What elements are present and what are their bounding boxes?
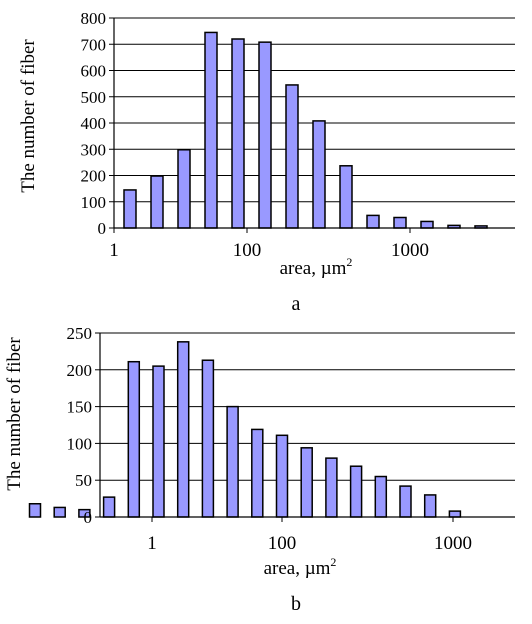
chart-b: 0 50 100 150 200 250 1 100 1000 The number of f… bbox=[4, 324, 515, 615]
chart-a-y-axis-title: The number of fiber bbox=[18, 39, 39, 193]
chart-a-x-axis-title: area, µm2 bbox=[280, 255, 353, 279]
chart-b-bar bbox=[201, 359, 215, 518]
chart-b-x-axis-title-superscript: 2 bbox=[330, 555, 336, 569]
chart-b-bar bbox=[275, 434, 289, 518]
chart-b-gridlines bbox=[100, 332, 515, 481]
chart-b-bar bbox=[226, 405, 239, 518]
chart-a-bars bbox=[123, 31, 488, 229]
chart-a-bar bbox=[123, 189, 137, 229]
chart-a-bar bbox=[420, 220, 434, 229]
chart-b-x-tick-labels: 1 100 1000 bbox=[147, 533, 472, 554]
chart-b-panel-label: b bbox=[291, 593, 301, 615]
chart-a-bar bbox=[258, 41, 272, 229]
chart-a-y-tick-label: 700 bbox=[81, 35, 107, 54]
chart-a-y-tick-labels: 0 100 200 300 400 500 600 700 800 bbox=[81, 9, 107, 238]
chart-a-x-tick-label: 1 bbox=[109, 240, 119, 261]
chart-b-x-tick-label: 1000 bbox=[434, 533, 472, 554]
chart-b-bar bbox=[374, 475, 388, 518]
chart-a-bar bbox=[339, 165, 353, 229]
chart-b-bar bbox=[448, 510, 462, 518]
chart-b-bar bbox=[152, 365, 165, 518]
chart-a-y-tick-label: 600 bbox=[81, 62, 107, 81]
chart-a: 0 100 200 300 400 500 600 700 800 1 100 1000 The n… bbox=[18, 9, 515, 315]
chart-b-bar bbox=[53, 506, 66, 518]
chart-a-x-axis-title-superscript: 2 bbox=[346, 255, 352, 269]
chart-a-bar bbox=[204, 31, 218, 229]
chart-b-x-tick-label: 100 bbox=[268, 533, 297, 554]
chart-b-y-tick-label: 200 bbox=[67, 361, 93, 380]
chart-b-y-tick-label: 100 bbox=[67, 434, 93, 453]
chart-b-x-axis-title: area, µm2 bbox=[264, 555, 337, 579]
chart-a-y-tick-label: 200 bbox=[81, 167, 107, 186]
chart-b-x-axis-title-text: area, µm bbox=[264, 558, 331, 579]
chart-a-y-tick-label: 800 bbox=[81, 9, 107, 28]
chart-a-bar bbox=[285, 84, 299, 229]
chart-a-x-tick-label: 100 bbox=[233, 240, 262, 261]
chart-a-x-tick-label: 1000 bbox=[391, 240, 429, 261]
chart-b-y-axis-title: The number of fiber bbox=[4, 337, 25, 491]
chart-a-y-tick-label: 100 bbox=[81, 193, 107, 212]
chart-b-bar bbox=[325, 457, 338, 518]
chart-a-y-tick-label: 300 bbox=[81, 140, 107, 159]
chart-a-y-tick-label: 500 bbox=[81, 88, 107, 107]
chart-a-bar bbox=[312, 120, 326, 229]
chart-b-bar bbox=[251, 428, 264, 518]
chart-a-y-tick-label: 400 bbox=[81, 114, 107, 133]
chart-b-y-tick-label: 0 bbox=[84, 508, 93, 527]
chart-b-y-tick-label: 150 bbox=[67, 398, 93, 417]
chart-b-axes bbox=[95, 332, 515, 522]
chart-b-y-tick-labels: 0 50 100 150 200 250 bbox=[67, 324, 93, 527]
chart-a-bar bbox=[393, 216, 407, 229]
chart-a-bar bbox=[366, 214, 380, 229]
chart-b-bar bbox=[349, 465, 363, 518]
chart-b-bar bbox=[102, 496, 116, 518]
chart-b-y-tick-label: 50 bbox=[75, 471, 92, 490]
chart-b-bar bbox=[399, 485, 412, 518]
chart-a-bar bbox=[231, 38, 245, 229]
chart-a-y-tick-label: 0 bbox=[98, 219, 107, 238]
chart-b-bars bbox=[28, 341, 462, 518]
chart-b-y-tick-label: 250 bbox=[67, 324, 93, 343]
chart-a-panel-label: a bbox=[292, 293, 301, 315]
chart-b-bar bbox=[78, 508, 91, 518]
chart-a-axes bbox=[109, 17, 515, 233]
chart-b-bar bbox=[423, 494, 437, 518]
chart-a-x-tick-labels: 1 100 1000 bbox=[109, 240, 429, 261]
chart-b-bar bbox=[28, 503, 42, 518]
chart-b-bar bbox=[176, 341, 190, 518]
chart-b-x-tick-label: 1 bbox=[147, 533, 157, 554]
chart-a-x-axis-title-text: area, µm bbox=[280, 258, 347, 279]
chart-b-bar bbox=[300, 447, 313, 518]
chart-a-bar bbox=[177, 149, 191, 229]
chart-b-bar bbox=[127, 360, 141, 518]
chart-a-bar bbox=[150, 175, 164, 229]
